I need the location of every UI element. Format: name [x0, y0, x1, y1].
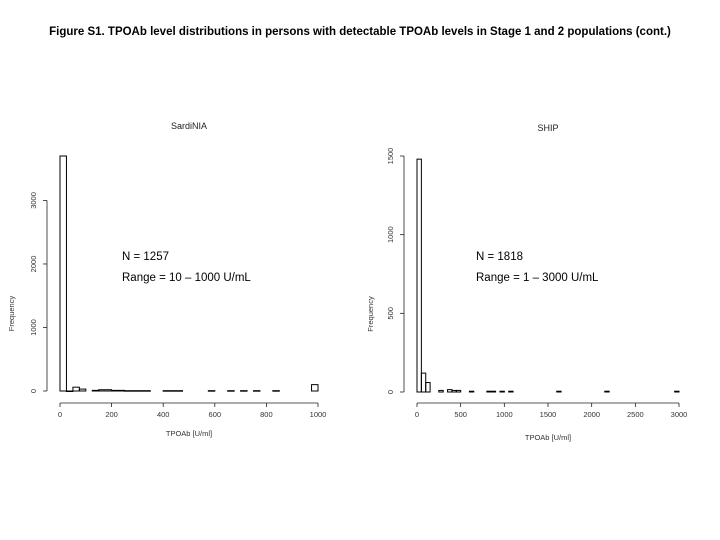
- sardinia-histogram-bar: [78, 388, 87, 392]
- sardinia-histogram-bar: [311, 384, 319, 392]
- ship-histogram-bar: [468, 390, 475, 393]
- ship-histogram-bar: [438, 389, 444, 393]
- sardinia-histogram-bar: [253, 390, 261, 392]
- sardinia-y-tick-label: 2000: [29, 256, 38, 273]
- sardinia-y-tick-label: 1000: [29, 319, 38, 336]
- sardinia-histogram-bar: [72, 386, 80, 392]
- ship-n-annotation: N = 1818: [476, 251, 523, 263]
- ship-histogram-bar: [420, 372, 427, 393]
- ship-y-tick-label: 500: [386, 307, 395, 320]
- ship-x-axis-label: TPOAb [U/ml]: [525, 433, 571, 442]
- ship-histogram-bar: [447, 389, 453, 393]
- ship-plot-title: SHIP: [537, 123, 558, 133]
- figure-title: Figure S1. TPOAb level distributions in …: [49, 26, 671, 38]
- sardinia-x-tick-label: 0: [58, 410, 62, 419]
- ship-histogram-bar: [425, 382, 431, 393]
- sardinia-x-axis-label: TPOAb [U/ml]: [166, 429, 212, 438]
- sardinia-histogram-bar: [111, 389, 125, 392]
- ship-x-tick-label: 0: [415, 410, 419, 419]
- ship-x-tick-label: 500: [454, 410, 467, 419]
- sardinia-x-tick-label: 400: [157, 410, 170, 419]
- ship-histogram-bar: [499, 390, 505, 393]
- ship-histogram-bar: [674, 390, 680, 393]
- sardinia-histogram-bar: [91, 389, 100, 392]
- sardinia-x-tick-label: 200: [105, 410, 118, 419]
- ship-histogram-bar: [556, 390, 562, 393]
- ship-x-tick-label: 2000: [583, 410, 600, 419]
- ship-x-tick-label: 3000: [671, 410, 688, 419]
- sardinia-n-annotation: N = 1257: [122, 251, 169, 263]
- ship-x-tick-label: 2500: [627, 410, 644, 419]
- sardinia-histogram-bar: [162, 390, 184, 392]
- sardinia-x-tick-label: 600: [209, 410, 222, 419]
- ship-y-tick-label: 0: [386, 390, 395, 394]
- sardinia-x-tick-label: 800: [260, 410, 273, 419]
- ship-histogram-bar: [451, 389, 457, 393]
- ship-y-tick-label: 1500: [386, 148, 395, 165]
- sardinia-y-tick-label: 0: [29, 389, 38, 393]
- sardinia-y-axis-label: Frequency: [7, 296, 16, 332]
- sardinia-histogram-bar: [207, 390, 216, 392]
- sardinia-plot-title: SardiNIA: [171, 121, 207, 131]
- sardinia-histogram-bar: [227, 390, 235, 392]
- sardinia-histogram-bar: [272, 390, 280, 392]
- ship-histogram-bar: [508, 390, 514, 393]
- ship-y-tick-label: 1000: [386, 226, 395, 243]
- ship-histogram-bar: [455, 389, 462, 393]
- sardinia-y-tick-label: 3000: [29, 192, 38, 209]
- sardinia-histogram-bar: [124, 390, 151, 392]
- sardinia-histogram-bar: [59, 155, 67, 392]
- sardinia-range-annotation: Range = 10 – 1000 U/mL: [122, 272, 251, 284]
- sardinia-histogram-bar: [240, 390, 248, 392]
- sardinia-x-tick-label: 1000: [310, 410, 327, 419]
- sardinia-histogram-bar: [65, 390, 74, 392]
- sardinia-histogram-bar: [98, 389, 113, 392]
- ship-histogram-bar: [604, 390, 610, 393]
- ship-x-tick-label: 1500: [540, 410, 557, 419]
- ship-histogram-bar: [416, 158, 422, 393]
- ship-histogram-bar: [486, 390, 497, 393]
- ship-y-axis-label: Frequency: [366, 296, 375, 332]
- ship-range-annotation: Range = 1 – 3000 U/mL: [476, 272, 599, 284]
- ship-x-tick-label: 1000: [496, 410, 513, 419]
